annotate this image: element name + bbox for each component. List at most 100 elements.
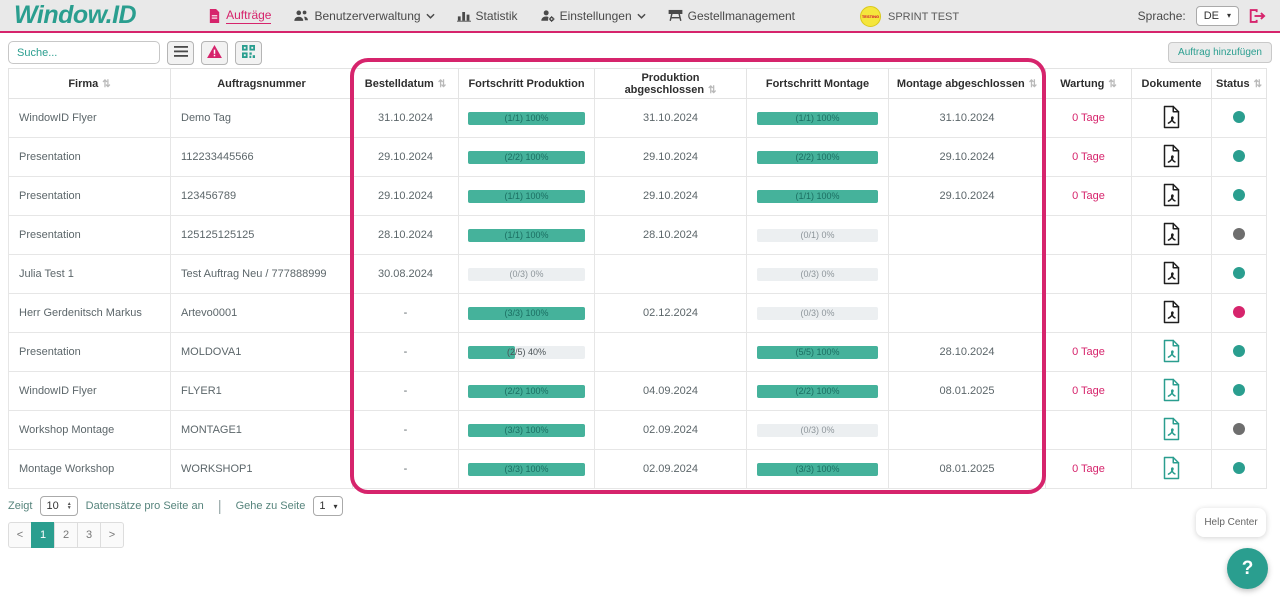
pdf-file-icon[interactable] — [1161, 378, 1182, 402]
page-button-1[interactable]: 1 — [31, 522, 55, 548]
sort-icon[interactable]: ⇅ — [102, 78, 111, 90]
page-button-2[interactable]: 2 — [54, 522, 78, 548]
progress-bar: (2/5) 40% — [468, 345, 585, 359]
column-header-dokumente: Dokumente — [1131, 68, 1212, 99]
progress-label: (2/2) 100% — [504, 385, 549, 396]
status-dot — [1233, 383, 1245, 396]
per-page-select[interactable]: 10 ▲ ▼ — [40, 496, 78, 516]
help-center-tooltip: Help Center — [1196, 508, 1266, 537]
page-button-3[interactable]: 3 — [77, 522, 101, 548]
table-row[interactable]: Presentation 125125125125 28.10.2024 (1/1) … — [8, 215, 1267, 255]
progress-bar-fill — [756, 150, 879, 164]
add-order-button[interactable]: Auftrag hinzufügen — [1168, 42, 1272, 63]
auftragsnummer-cell: 123456789 — [170, 176, 353, 216]
chevron-down-icon: ▾ — [1226, 11, 1231, 20]
nav-item-auftraege[interactable]: Aufträge — [208, 8, 272, 24]
pdf-file-icon[interactable] — [1161, 183, 1182, 207]
progress-bar: (1/1) 100% — [756, 189, 879, 203]
per-page-value: 10 — [46, 500, 59, 512]
pdf-file-icon[interactable] — [1161, 456, 1182, 480]
table-row[interactable]: Montage Workshop WORKSHOP1- (3/3) 100% 02.0… — [8, 449, 1267, 489]
mont_done-cell: 29.10.2024 — [888, 176, 1046, 216]
app-logo[interactable]: Window.ID — [14, 1, 137, 29]
column-header-bestelldatum[interactable]: Bestelldatum ⇅ — [352, 68, 459, 99]
table-row[interactable]: WindowID Flyer Demo Tag 31.10.2024 (1/1) 10… — [8, 98, 1267, 138]
sort-icon[interactable]: ⇅ — [1028, 78, 1038, 90]
qr-code-icon — [242, 44, 255, 61]
table-row[interactable]: WindowID Flyer FLYER1- (2/2) 100% 04.09.202… — [8, 371, 1267, 411]
table-row[interactable]: Presentation MOLDOVA1- (2/5) 40% (5/5) 100%… — [8, 332, 1267, 372]
progress-label: (0/1) 0% — [800, 229, 835, 240]
column-header-prod_done[interactable]: Produktion abgeschlossen ⇅ — [594, 68, 747, 99]
progress-bar: (1/1) 100% — [468, 228, 585, 242]
nav-item-gestellmanagement[interactable]: Gestellmanagement — [668, 9, 795, 23]
nav-item-einstellungen[interactable]: Einstellungen — [540, 9, 646, 23]
status-dot — [1233, 188, 1245, 201]
help-button[interactable]: ? — [1227, 548, 1268, 589]
progress-cell: (3/3) 100% — [458, 449, 595, 489]
pagination: <1 2 3 > — [8, 522, 124, 548]
warning-filter-button[interactable] — [201, 40, 228, 65]
column-header-status[interactable]: Status ⇅ — [1211, 68, 1267, 99]
mont_done-cell — [888, 293, 1046, 333]
column-header-mont_done[interactable]: Montage abgeschlossen ⇅ — [888, 68, 1046, 99]
mont_done-cell — [888, 254, 1046, 294]
goto-page-value: 1 — [319, 500, 326, 512]
pdf-file-icon[interactable] — [1161, 417, 1182, 441]
auftragsnummer-cell: Test Auftrag Neu / 777888999 — [170, 254, 353, 294]
sort-icon[interactable]: ⇅ — [1108, 78, 1117, 90]
language-value: DE — [1203, 9, 1219, 22]
progress-bar-fill — [468, 111, 585, 125]
chevron-down-icon — [425, 13, 435, 19]
firma-cell: Workshop Montage — [8, 410, 171, 450]
column-label: Produktion abgeschlossen — [624, 71, 705, 96]
status-dot — [1233, 266, 1245, 279]
progress-bar-fill — [468, 384, 585, 398]
column-header-wartung[interactable]: Wartung ⇅ — [1045, 68, 1132, 99]
sort-icon[interactable]: ⇅ — [1253, 78, 1262, 90]
table-row[interactable]: Julia Test 1 Test Auftrag Neu / 777888999… — [8, 254, 1267, 294]
progress-cell: (2/2) 100% — [458, 137, 595, 177]
testing-badge-icon: TESTING — [860, 6, 881, 27]
table-row[interactable]: Presentation 112233445566 29.10.2024 (2/2) … — [8, 137, 1267, 177]
nav-item-benutzerverwaltung[interactable]: Benutzerverwaltung — [293, 9, 435, 23]
pdf-file-icon[interactable] — [1161, 144, 1182, 168]
progress-label: (0/3) 0% — [509, 268, 544, 279]
table-row[interactable]: Herr Gerdenitsch Markus Artevo0001- (3/3) … — [8, 293, 1267, 333]
column-header-firma[interactable]: Firma ⇅ — [8, 68, 171, 99]
nav-item-statistik[interactable]: Statistik — [456, 9, 518, 23]
progress-label: (2/2) 100% — [795, 385, 840, 396]
pdf-file-icon[interactable] — [1161, 339, 1182, 363]
prod_done-cell: 02.09.2024 — [594, 410, 747, 450]
pdf-file-icon[interactable] — [1161, 222, 1182, 246]
wartung-cell: 0 Tage — [1045, 332, 1132, 372]
search-input[interactable] — [8, 41, 160, 64]
prod_done-cell: 02.12.2024 — [594, 293, 747, 333]
table-row[interactable]: Workshop Montage MONTAGE1- (3/3) 100% 02.09… — [8, 410, 1267, 450]
list-view-button[interactable] — [167, 40, 194, 65]
sort-icon[interactable]: ⇅ — [437, 78, 447, 90]
pdf-file-icon[interactable] — [1161, 105, 1182, 129]
goto-page-select[interactable]: 1 ▾ — [313, 496, 344, 516]
progress-bar-fill — [468, 306, 585, 320]
chevron-down-icon — [637, 13, 646, 19]
prev-page-button[interactable]: < — [8, 522, 32, 548]
stepper-icon: ▲ ▼ — [66, 501, 72, 511]
next-page-button[interactable]: > — [100, 522, 124, 548]
sort-icon[interactable]: ⇅ — [708, 84, 717, 96]
progress-bar-fill — [468, 228, 585, 242]
prod_done-cell — [594, 254, 747, 294]
progress-bar-fill — [756, 462, 879, 476]
pdf-file-icon[interactable] — [1161, 261, 1182, 285]
logout-icon[interactable] — [1249, 8, 1266, 24]
wartung-cell: 0 Tage — [1045, 98, 1132, 138]
pdf-file-icon[interactable] — [1161, 300, 1182, 324]
prod_done-cell: 28.10.2024 — [594, 215, 747, 255]
column-header-mont_progress: Fortschritt Montage — [746, 68, 889, 99]
table-row[interactable]: Presentation 123456789 29.10.2024 (1/1) 100… — [8, 176, 1267, 216]
progress-cell: (1/1) 100% — [458, 215, 595, 255]
orders-table: Firma ⇅ Auftragsnummer Bestelldatum ⇅ Fortsch… — [8, 68, 1267, 489]
progress-bar-fill — [468, 423, 585, 437]
language-select[interactable]: DE ▾ — [1195, 5, 1239, 26]
qr-code-button[interactable] — [235, 40, 262, 65]
